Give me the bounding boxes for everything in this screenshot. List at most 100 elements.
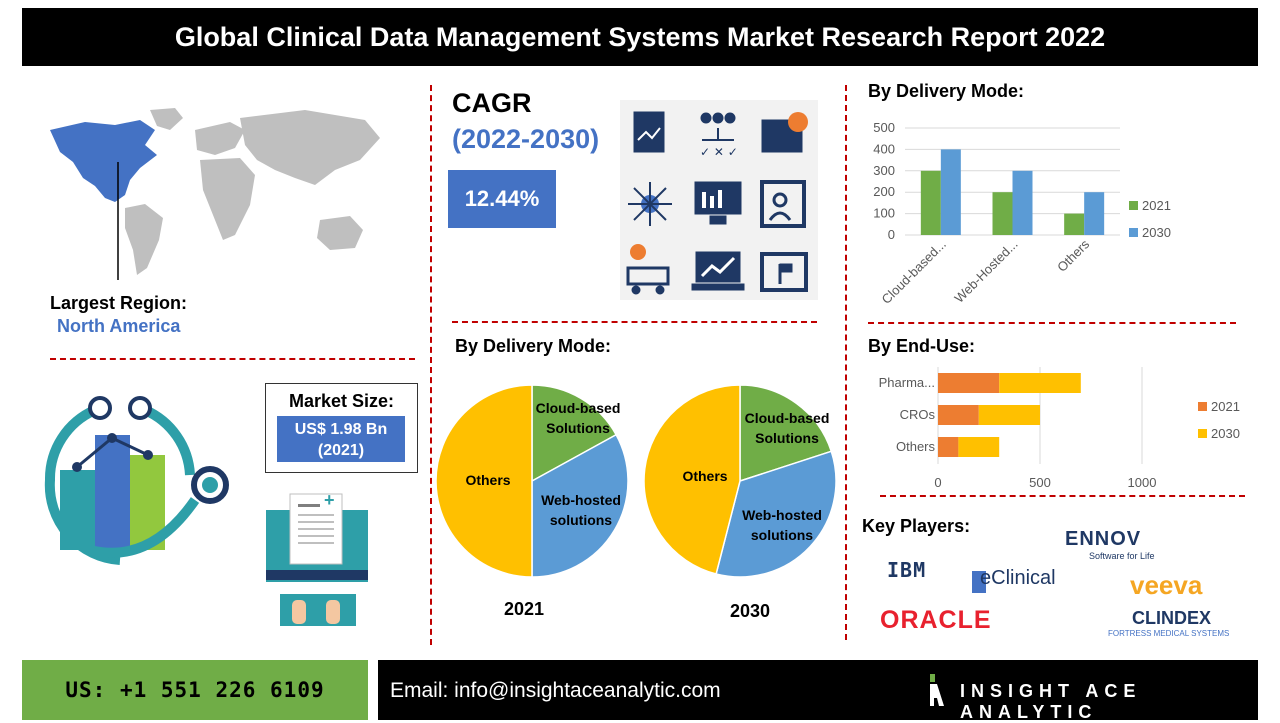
- north-america-shape: [50, 120, 157, 202]
- computer-document-illustration: +: [262, 488, 372, 633]
- y-tick-label: 0: [888, 227, 895, 242]
- key-players-title: Key Players:: [862, 516, 971, 536]
- y-tick-label: 200: [873, 184, 895, 199]
- logo-oracle: ORACLE: [880, 606, 992, 634]
- pie-section-title: By Delivery Mode:: [455, 336, 612, 356]
- pie-slice: [531, 433, 629, 578]
- analytics-monitor-icon: [694, 181, 742, 225]
- pie-slice-label: solutions: [751, 527, 813, 543]
- dashboard-pie-icon: [761, 112, 808, 153]
- legend-swatch: [1129, 228, 1138, 237]
- logo-eclinical-text: eClinical: [980, 567, 1056, 589]
- bar-2030: [1012, 170, 1033, 235]
- pie-slice: [531, 384, 618, 483]
- logo-veeva: veeva: [1130, 570, 1203, 600]
- divider: [845, 85, 847, 640]
- pie-slice-label: Web-hosted: [541, 492, 621, 508]
- medical-chart-illustration: [30, 390, 250, 590]
- folder-flag-icon: [760, 252, 808, 292]
- phone-number: US: +1 551 226 6109: [22, 660, 368, 720]
- cagr-years: (2022-2030): [452, 124, 600, 154]
- page-title: Global Clinical Data Management Systems …: [22, 8, 1258, 66]
- pie-slice-label: Solutions: [546, 420, 610, 436]
- pie-slice: [739, 384, 833, 483]
- pie-slice: [715, 450, 837, 578]
- pie-slice-label: Cloud-based: [745, 410, 830, 426]
- logo-clindex-tagline: FORTRESS MEDICAL SYSTEMS: [1108, 629, 1230, 638]
- logo-ennov: ENNOV Software for Life: [1065, 528, 1175, 561]
- logo-clindex: CLINDEX FORTRESS MEDICAL SYSTEMS: [1108, 608, 1238, 638]
- largest-region-value: North America: [57, 316, 181, 336]
- delivery-bar-title: By Delivery Mode:: [868, 81, 1025, 101]
- legend-label: 2021: [1211, 399, 1240, 414]
- market-size-label: Market Size:: [288, 391, 395, 411]
- y-tick-label: 100: [873, 206, 895, 221]
- x-tick-label: 1000: [1128, 475, 1157, 490]
- svg-text:✓ ✕ ✓: ✓ ✕ ✓: [700, 145, 738, 159]
- email-address: Email: info@insightaceanalytic.com: [390, 679, 721, 702]
- y-tick-label: 300: [873, 163, 895, 178]
- logo-eclinical: eClinical: [972, 567, 1082, 599]
- pie-slice-label: Cloud-based: [536, 400, 621, 416]
- bar-2021: [938, 373, 1000, 393]
- x-tick-label: 500: [1029, 475, 1051, 490]
- bar-2030: [940, 149, 961, 235]
- footer-bar: Email: info@insightaceanalytic.com INSIG…: [378, 660, 1258, 722]
- bar-2021: [920, 170, 941, 235]
- logo-ibm: IBM: [887, 558, 927, 582]
- profile-card-icon: [760, 180, 806, 228]
- cagr-value: 12.44%: [448, 170, 556, 228]
- svg-text:+: +: [324, 490, 335, 510]
- bar-2030: [1084, 192, 1105, 235]
- bar-2021: [938, 405, 979, 425]
- pie-slice-label: Others: [465, 472, 510, 488]
- market-size-year: (2021): [317, 442, 365, 459]
- x-tick-label: Cloud-based...: [879, 237, 949, 307]
- y-tick-label: Others: [896, 439, 936, 454]
- market-size-value: US$ 1.98 Bn (2021): [277, 416, 405, 462]
- team-decision-icon: ✓ ✕ ✓: [700, 112, 738, 159]
- pie-chart-2021: Cloud-based Solutions Web-hosted solutions O…: [435, 384, 629, 578]
- brand-name: INSIGHT ACE ANALYTIC: [960, 681, 1142, 722]
- x-tick-label: 0: [934, 475, 941, 490]
- legend-swatch: [1198, 429, 1207, 438]
- logo-ennov-tagline: Software for Life: [1089, 551, 1155, 561]
- bar-2021: [992, 192, 1013, 235]
- pie-slice-label: Solutions: [755, 430, 819, 446]
- pie-chart-2030: Cloud-based Solutions Web-hosted solutions O…: [643, 384, 837, 578]
- divider: [50, 358, 415, 360]
- bar-2030: [958, 437, 1000, 457]
- bar-2030: [978, 405, 1040, 425]
- x-tick-label: Others: [1054, 236, 1093, 275]
- divider: [868, 322, 1236, 324]
- icon-grid: ✓ ✕ ✓: [620, 100, 818, 300]
- logo-clindex-text: CLINDEX: [1132, 608, 1212, 628]
- y-tick-label: 400: [873, 141, 895, 156]
- y-tick-label: CROs: [900, 407, 936, 422]
- divider: [430, 85, 432, 645]
- document-chart-icon: [633, 111, 665, 153]
- logo-ennov-text: ENNOV: [1065, 528, 1142, 550]
- market-size-box: Market Size: US$ 1.98 Bn (2021): [265, 383, 418, 473]
- divider: [452, 321, 817, 323]
- x-tick-label: Web-Hosted...: [951, 237, 1020, 306]
- pie-title-2030: 2030: [730, 601, 770, 621]
- legend-label: 2030: [1142, 225, 1171, 240]
- pie-slice-label: Web-hosted: [742, 507, 822, 523]
- bar-2030: [999, 373, 1081, 393]
- world-map-image: [45, 100, 385, 280]
- end-use-bar-chart: 0 500 1000 Pharma... CROs Others 2021 2030: [879, 367, 1240, 490]
- pie-slice: [643, 384, 741, 575]
- divider: [880, 495, 1245, 497]
- y-tick-label: Pharma...: [879, 375, 935, 390]
- pie-slice-label: solutions: [550, 512, 612, 528]
- brand-logo-icon: [930, 674, 944, 706]
- eclinical-mark-icon: [972, 571, 986, 593]
- cagr-title: CAGR: [452, 88, 532, 118]
- pie-charts: Cloud-based Solutions Web-hosted solutions O…: [435, 384, 837, 621]
- largest-region-label: Largest Region:: [50, 293, 188, 313]
- y-tick-label: 500: [873, 120, 895, 135]
- legend-label: 2021: [1142, 198, 1171, 213]
- legend-swatch: [1198, 402, 1207, 411]
- legend-swatch: [1129, 201, 1138, 210]
